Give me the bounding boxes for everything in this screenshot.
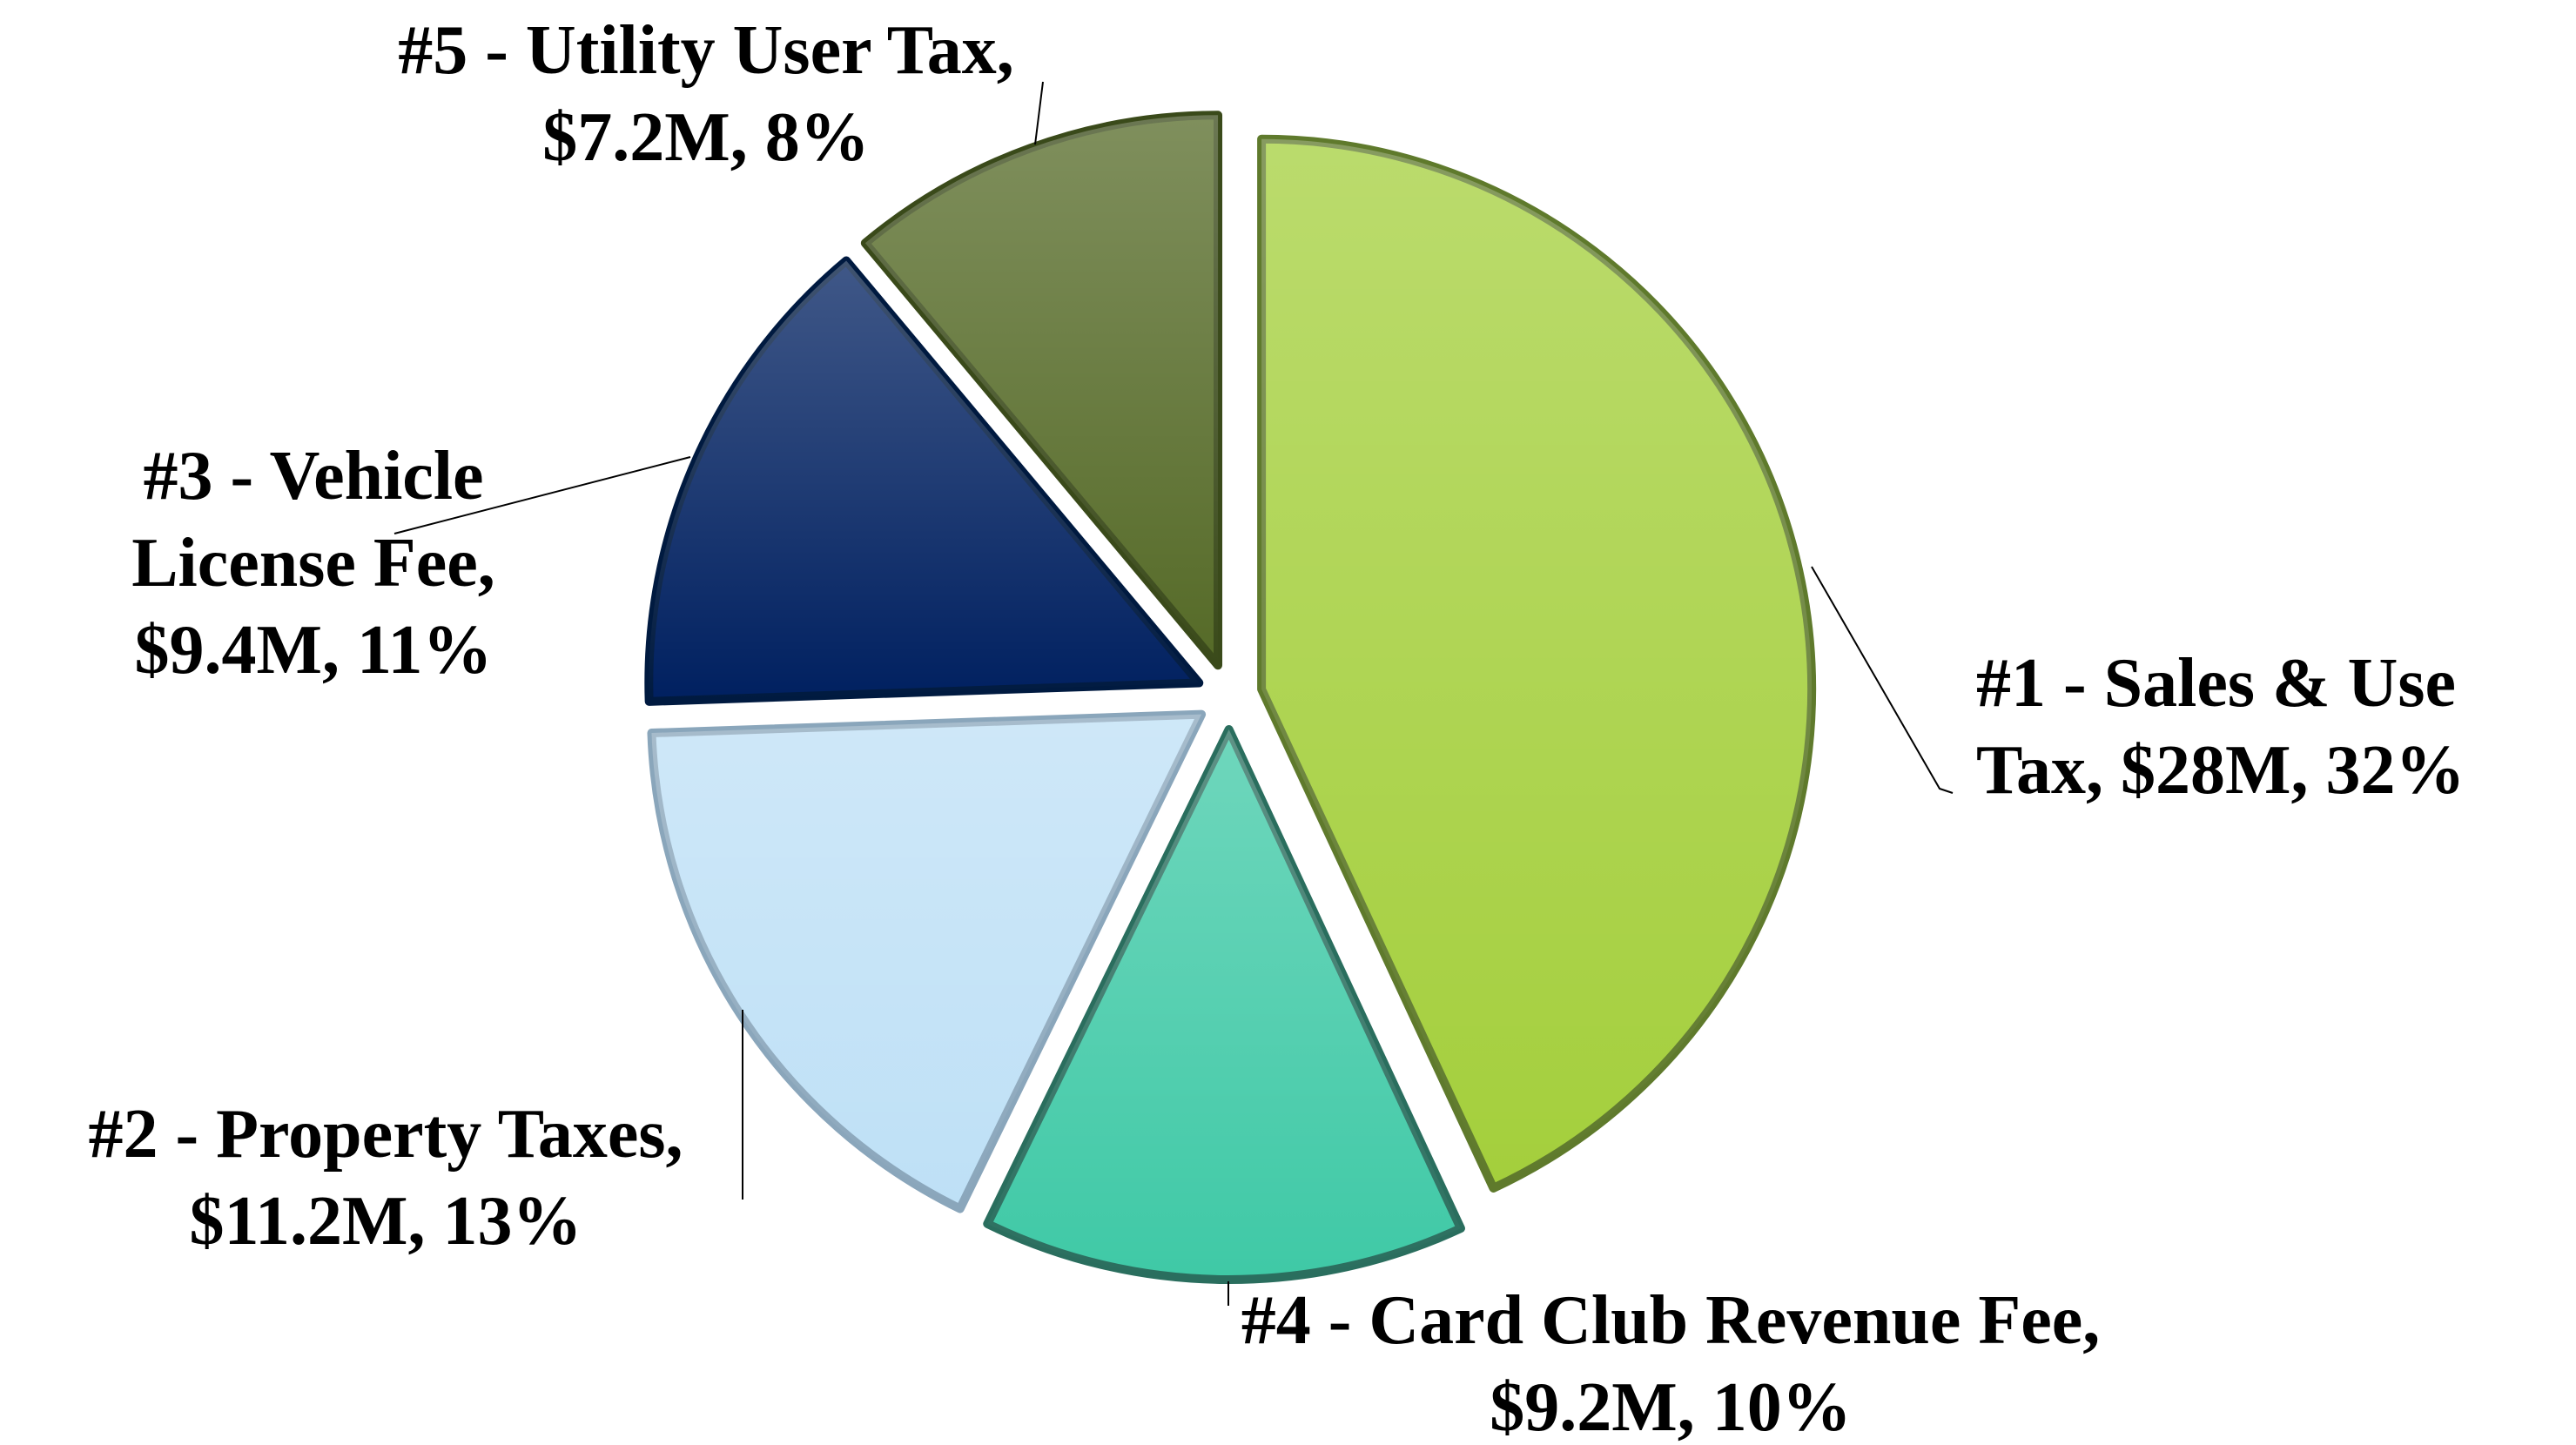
slice-sheen <box>987 729 1461 1280</box>
value-label: $7.2M, <box>542 99 748 176</box>
percent-label: 11% <box>356 612 493 689</box>
category: #3 - Vehicle License Fee, <box>131 438 495 602</box>
slice-label: #4 - Card Club Revenue Fee, $9.2M, 10% <box>1218 1277 2123 1445</box>
category: #4 - Card Club Revenue Fee, <box>1241 1282 2101 1359</box>
percent-label: 13% <box>442 1183 582 1260</box>
value-label: $11.2M, <box>189 1183 426 1260</box>
slice-label: #1 - Sales & Use Tax, $28M, 32% <box>1976 640 2568 814</box>
slices <box>644 111 1817 1284</box>
slice-sheen <box>651 714 1202 1209</box>
slice-label: #2 - Property Taxes, $11.2M, 13% <box>0 1091 771 1265</box>
leader-lines <box>393 81 1954 1306</box>
slice-label: #5 - Utility User Tax, $7.2M, 8% <box>297 7 1115 181</box>
value-label: $9.2M, <box>1490 1369 1695 1445</box>
leader-line <box>1811 566 1954 794</box>
percent-label: 10% <box>1712 1369 1852 1445</box>
value-label: $9.4M, <box>134 612 340 689</box>
slice-sheen <box>649 260 1200 702</box>
category: #5 - Utility User Tax, <box>398 12 1014 89</box>
value-label: $28M, <box>2121 732 2309 809</box>
slice-sheen <box>864 115 1219 666</box>
slice-sheen <box>1261 138 1813 1188</box>
percent-label: 32% <box>2325 732 2465 809</box>
category: #1 - Sales & Use Tax, <box>1976 645 2457 809</box>
leader-line <box>1034 81 1044 145</box>
percent-label: 8% <box>764 99 870 176</box>
leader-line <box>393 456 691 534</box>
category: #2 - Property Taxes, <box>88 1096 683 1173</box>
slice-label: #3 - Vehicle License Fee, $9.4M, 11% <box>52 433 575 694</box>
